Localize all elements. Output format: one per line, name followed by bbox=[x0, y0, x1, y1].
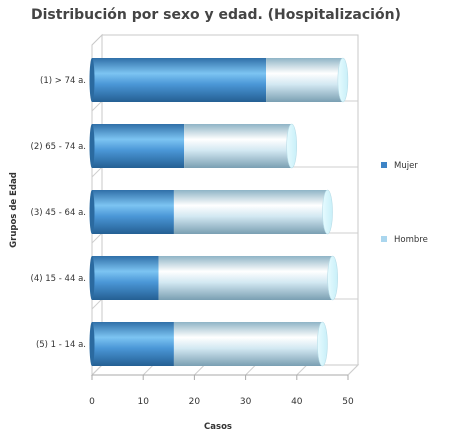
bar-end-cap bbox=[322, 189, 333, 235]
x-tick-label-50: 50 bbox=[342, 397, 354, 407]
bar-mujer-4 bbox=[92, 256, 159, 300]
x-tick-label-30: 30 bbox=[240, 397, 252, 407]
category-label-3: (3) 45 - 64 a. bbox=[31, 208, 86, 218]
floor bbox=[90, 364, 360, 376]
grid-line-floor bbox=[296, 364, 308, 376]
bar-end-cap bbox=[317, 321, 328, 367]
grid-line-left bbox=[91, 298, 103, 310]
legend-label-hombre: Hombre bbox=[394, 235, 428, 245]
bar-hombre-2 bbox=[184, 124, 292, 168]
grid-line-floor bbox=[194, 364, 205, 376]
bar-start-edge bbox=[89, 58, 95, 102]
x-tick-label-40: 40 bbox=[291, 397, 303, 407]
y-axis-title: Grupos de Edad bbox=[9, 172, 19, 248]
bar-mujer-2 bbox=[92, 124, 185, 168]
legend-label-mujer: Mujer bbox=[394, 161, 418, 171]
grid-line-floor bbox=[91, 364, 103, 376]
bar-mujer-3 bbox=[92, 190, 174, 234]
legend: Mujer Hombre bbox=[381, 161, 428, 245]
grid-line-floor bbox=[245, 364, 256, 376]
x-axis-title: Casos bbox=[204, 422, 232, 432]
x-tick-label-20: 20 bbox=[189, 397, 201, 407]
x-tick-label-10: 10 bbox=[137, 397, 149, 407]
bar-start-edge bbox=[89, 190, 95, 234]
chart-title: Distribución por sexo y edad. (Hospitali… bbox=[31, 7, 401, 23]
bar-hombre-5 bbox=[173, 322, 323, 366]
bar-start-edge bbox=[89, 124, 95, 168]
bar-start-edge bbox=[89, 256, 95, 300]
grid-line-floor bbox=[347, 364, 359, 376]
grid-line-left bbox=[91, 232, 103, 244]
bar-end-cap bbox=[327, 255, 338, 301]
bar-mujer-5 bbox=[92, 322, 174, 366]
bar-mujer-1 bbox=[92, 58, 267, 102]
category-labels: (1) > 74 a. (2) 65 - 74 a. (3) 45 - 64 a. (… bbox=[31, 76, 86, 350]
grid-line-floor bbox=[142, 364, 154, 376]
bar-end-cap bbox=[286, 123, 297, 169]
grid-line-left bbox=[91, 100, 103, 112]
legend-swatch-mujer bbox=[381, 162, 387, 168]
x-axis-ticks: 0 10 20 30 40 50 bbox=[89, 374, 354, 407]
grid-line-left bbox=[91, 166, 103, 178]
bar-hombre-4 bbox=[158, 256, 333, 300]
category-label-5: (5) 1 - 14 a. bbox=[36, 340, 86, 350]
legend-swatch-hombre bbox=[381, 236, 387, 242]
bar-start-edge bbox=[89, 322, 95, 366]
category-label-1: (1) > 74 a. bbox=[40, 76, 86, 86]
bar-end-cap bbox=[337, 57, 349, 103]
bars bbox=[89, 57, 349, 367]
bar-hombre-3 bbox=[173, 190, 328, 234]
x-tick-label-0: 0 bbox=[89, 397, 95, 407]
category-label-2: (2) 65 - 74 a. bbox=[31, 142, 86, 152]
category-label-4: (4) 15 - 44 a. bbox=[31, 274, 86, 284]
bar-hombre-1 bbox=[266, 58, 343, 102]
